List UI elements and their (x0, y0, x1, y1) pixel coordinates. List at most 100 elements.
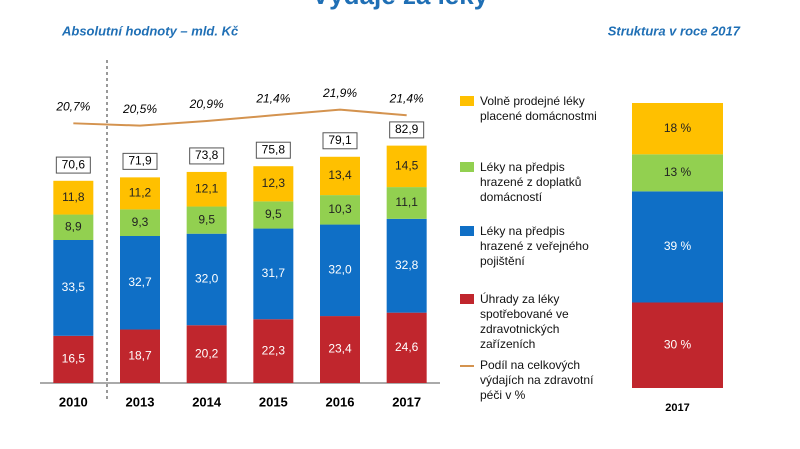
bar-segment (320, 316, 360, 383)
x-tick-label: 2017 (392, 394, 421, 409)
value-label: 32,7 (128, 275, 152, 289)
value-label: 32,8 (395, 258, 419, 272)
bar-segment (386, 312, 427, 383)
total-box (389, 121, 425, 139)
value-label: 22,3 (262, 343, 286, 357)
value-label: 12,3 (262, 176, 286, 190)
title: Výdaje za léky (312, 0, 489, 10)
x-tick-label: 2010 (59, 394, 88, 409)
value-label: 11,8 (62, 190, 85, 204)
legend-swatch (460, 365, 474, 367)
legend-label: Léky na předpis hrazené z veřejného poji… (480, 224, 589, 268)
line-label: 20,7% (55, 99, 90, 113)
total-label: 79,1 (328, 133, 352, 147)
total-label: 73,8 (195, 148, 219, 162)
bar-segment (253, 166, 294, 202)
value-label: 11,1 (395, 195, 418, 209)
bar-segment (120, 235, 160, 330)
total-box (189, 147, 225, 165)
total-box (122, 152, 158, 170)
total-box (322, 132, 358, 150)
value-label: 12,1 (195, 181, 219, 195)
bar-segment (386, 145, 427, 188)
value-label: 32,0 (328, 262, 352, 276)
line (73, 108, 407, 127)
bar-segment (386, 187, 427, 219)
bar-segment (253, 201, 294, 229)
bar-segment (186, 325, 227, 383)
value-label: 20,2 (195, 346, 219, 360)
subtitle: Absolutní hodnoty – mld. Kč (61, 23, 239, 38)
bar-segment (632, 103, 723, 155)
value-label: 16,5 (62, 352, 86, 366)
bar-segment (320, 156, 360, 196)
legend-swatch (460, 294, 474, 304)
value-label: 14,5 (395, 159, 419, 173)
value-label: 11,2 (129, 186, 152, 200)
total-box (255, 141, 291, 159)
bar-segment (53, 180, 94, 215)
line-label: 21,4% (255, 91, 290, 105)
value-label: 9,5 (198, 212, 215, 226)
line-label: 21,4% (389, 91, 424, 105)
bar-segment (320, 224, 360, 317)
value-label: 18,7 (128, 348, 152, 362)
bar-segment (320, 195, 360, 225)
total-box (55, 156, 91, 174)
value-label: 31,7 (262, 266, 286, 280)
bar-segment (386, 218, 427, 313)
bar-segment (53, 335, 94, 383)
value-label: 33,5 (62, 280, 86, 294)
bar-segment (632, 302, 723, 388)
legend-label: Úhrady za léky spotřebované ve zdravotni… (480, 292, 569, 351)
x-tick-label: 2013 (126, 394, 155, 409)
value-label: 18 % (664, 121, 692, 135)
legend-item: Volně prodejné léky placené domácnostmi (460, 94, 610, 124)
value-label: 24,6 (395, 340, 419, 354)
value-label: 9,5 (265, 207, 282, 221)
bar-segment (253, 319, 294, 383)
bar-segment (53, 240, 94, 336)
total-label: 75,8 (262, 142, 286, 156)
value-label: 30 % (664, 337, 692, 351)
x-tick-label: 2014 (192, 394, 222, 409)
total-label: 70,6 (62, 157, 86, 171)
legend-item: Léky na předpis hrazené z veřejného poji… (460, 224, 610, 269)
bar-segment (253, 228, 294, 320)
bar-segment (186, 233, 227, 326)
legend-item: Léky na předpis hrazené z doplatků domác… (460, 160, 610, 205)
total-label: 82,9 (395, 122, 419, 136)
value-label: 13 % (664, 165, 692, 179)
bar-segment (632, 154, 723, 192)
bar-segment (120, 177, 160, 210)
legend-label: Léky na předpis hrazené z doplatků domác… (480, 160, 582, 204)
bar-segment (632, 191, 723, 303)
legend-label: Podíl na celkových výdajích na zdravotní… (480, 358, 594, 402)
legend-item: Podíl na celkových výdajích na zdravotní… (460, 358, 610, 403)
line-label: 20,5% (122, 102, 157, 116)
bar-segment (53, 214, 94, 240)
value-label: 10,3 (328, 202, 352, 216)
legend-item: Úhrady za léky spotřebované ve zdravotni… (460, 292, 610, 352)
line-label: 21,9% (322, 86, 357, 100)
total-label: 71,9 (128, 154, 152, 168)
value-label: 8,9 (65, 219, 82, 233)
legend-swatch (460, 226, 474, 236)
bar-segment (186, 206, 227, 234)
x-tick-label: 2017 (665, 402, 689, 414)
legend-swatch (460, 162, 474, 172)
bar-segment (186, 171, 227, 207)
x-tick-label: 2016 (326, 394, 355, 409)
value-label: 39 % (664, 239, 692, 253)
legend-swatch (460, 96, 474, 106)
value-label: 9,3 (132, 215, 149, 229)
value-label: 32,0 (195, 272, 219, 286)
value-label: 13,4 (328, 168, 352, 182)
line-label: 20,9% (189, 97, 224, 111)
bar-segment (120, 329, 160, 383)
subtitle: Struktura v roce 2017 (608, 23, 741, 38)
bar-segment (120, 209, 160, 236)
legend-label: Volně prodejné léky placené domácnostmi (480, 94, 597, 123)
